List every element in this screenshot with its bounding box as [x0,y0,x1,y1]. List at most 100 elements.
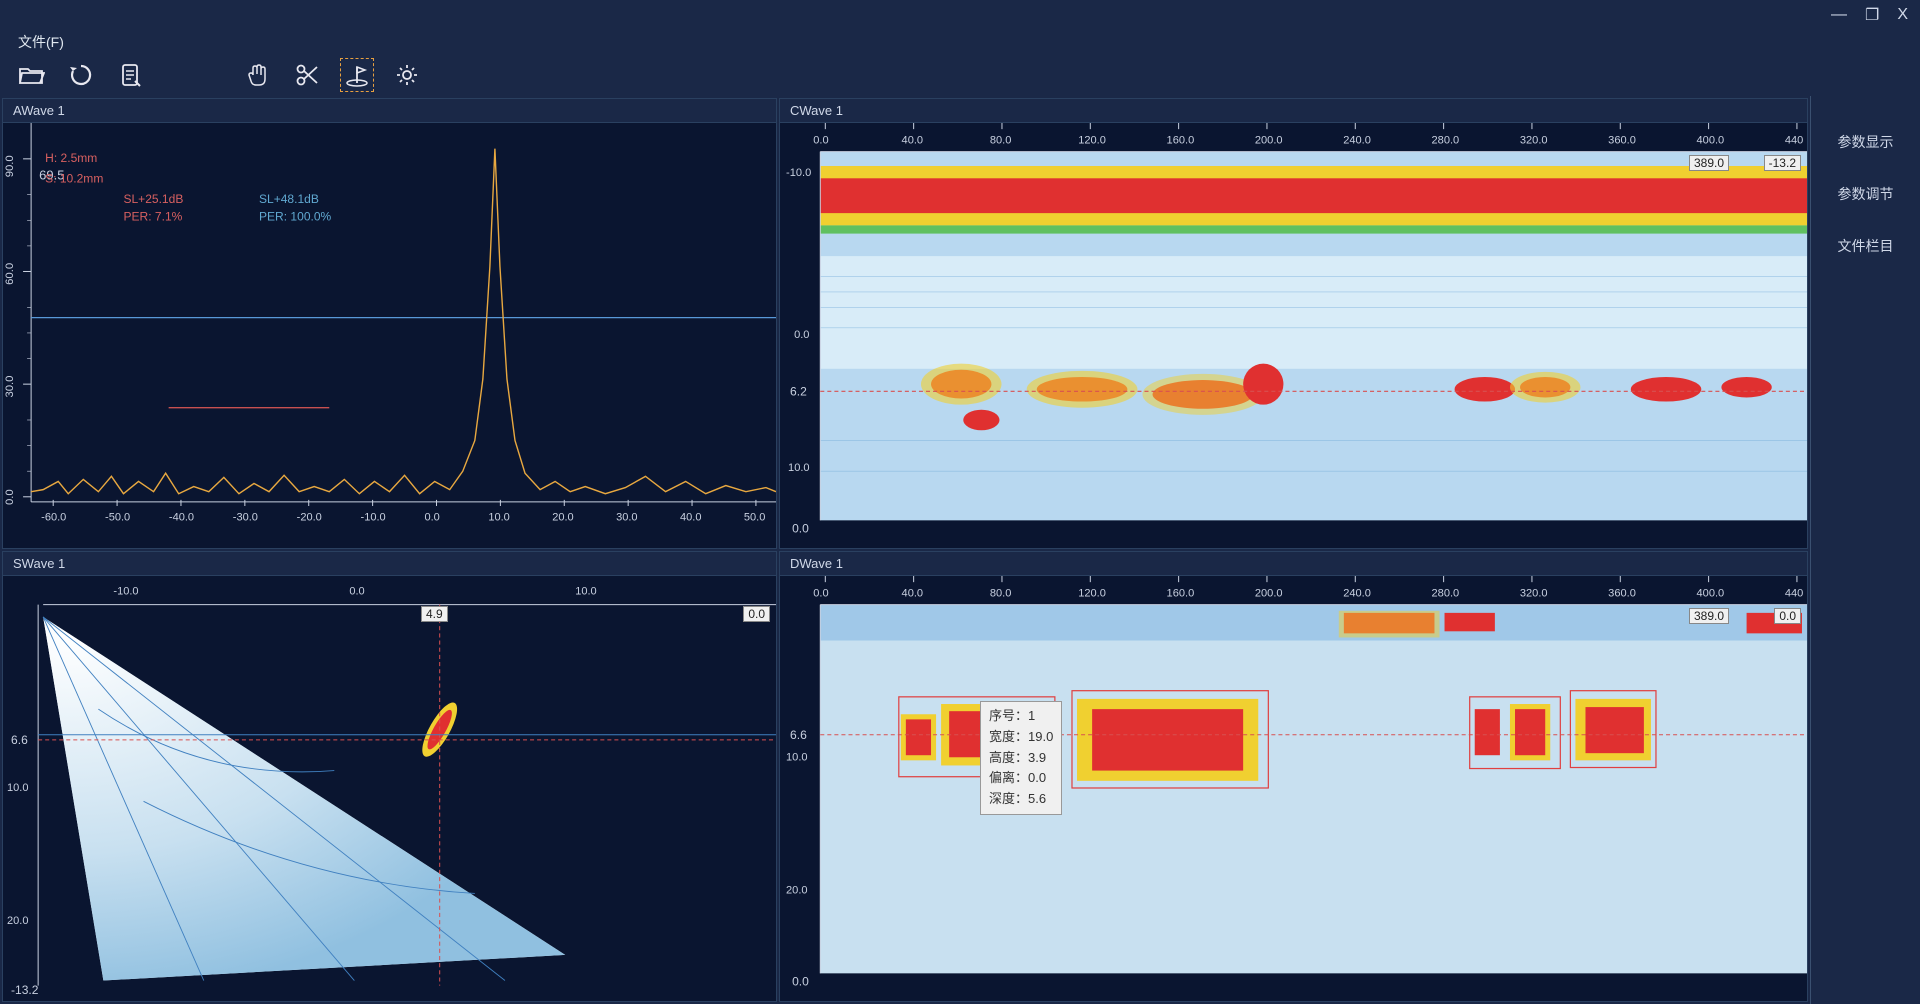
sidebar-item-param-adjust[interactable]: 参数调节 [1811,168,1920,220]
scissors-button[interactable] [290,58,324,92]
svg-text:160.0: 160.0 [1167,587,1195,599]
menubar: 文件(F) [0,30,1920,54]
awave-body[interactable]: 0.0 30.0 60.0 90.0 [3,123,776,548]
svg-text:-50.0: -50.0 [105,511,130,523]
svg-text:-10.0: -10.0 [786,167,811,179]
svg-text:-13.2: -13.2 [11,983,39,997]
svg-text:160.0: 160.0 [1167,134,1195,146]
svg-text:-20.0: -20.0 [297,511,322,523]
hand-button[interactable] [240,58,274,92]
dwave-title: DWave 1 [780,552,1807,576]
dwave-panel: DWave 1 [779,551,1808,1002]
svg-text:240.0: 240.0 [1343,587,1371,599]
swave-corner-badge: 0.0 [743,606,770,622]
svg-text:20.0: 20.0 [7,915,28,927]
svg-text:SL+25.1dB: SL+25.1dB [123,192,183,206]
svg-text:-60.0: -60.0 [41,511,66,523]
svg-text:320.0: 320.0 [1520,587,1548,599]
svg-text:120.0: 120.0 [1078,134,1106,146]
svg-text:400.0: 400.0 [1697,134,1725,146]
svg-text:90.0: 90.0 [4,155,16,177]
svg-text:240.0: 240.0 [1343,134,1371,146]
svg-text:10.0: 10.0 [786,751,808,763]
cwave-title: CWave 1 [780,99,1807,123]
swave-title: SWave 1 [3,552,776,576]
cwave-body[interactable]: 0.0 40.0 80.0 120.0 160.0 200.0 240.0 280.0 320.… [780,123,1807,548]
cwave-badge-val: -13.2 [1764,155,1801,171]
svg-text:80.0: 80.0 [990,587,1012,599]
svg-text:440: 440 [1785,587,1803,599]
refresh-button[interactable] [64,58,98,92]
svg-text:10.0: 10.0 [7,782,28,794]
svg-text:30.0: 30.0 [616,511,637,523]
marker-button[interactable] [340,58,374,92]
minimize-button[interactable]: — [1831,6,1847,24]
svg-text:-10.0: -10.0 [361,511,386,523]
svg-text:50.0: 50.0 [744,511,765,523]
svg-text:S: 10.2mm: S: 10.2mm [45,171,103,185]
close-button[interactable]: X [1897,6,1908,24]
svg-text:60.0: 60.0 [4,263,16,285]
svg-text:0.0: 0.0 [813,134,828,146]
sidebar-item-param-display[interactable]: 参数显示 [1811,116,1920,168]
awave-title: AWave 1 [3,99,776,123]
file-menu[interactable]: 文件(F) [18,32,64,52]
swave-panel: SWave 1 [2,551,777,1002]
panel-grid: AWave 1 0.0 30.0 60.0 90.0 [0,96,1810,1004]
svg-text:400.0: 400.0 [1697,587,1725,599]
svg-text:H: 2.5mm: H: 2.5mm [45,151,97,165]
svg-text:0.0: 0.0 [4,489,16,505]
svg-text:200.0: 200.0 [1255,134,1283,146]
dwave-body[interactable]: 0.0 40.0 80.0 120.0 160.0 200.0 240.0 280.0 320.… [780,576,1807,1001]
swave-body[interactable]: -10.0 0.0 10.0 10.0 20.0 6.6 -13.2 4.9 0… [3,576,776,1001]
svg-text:80.0: 80.0 [990,134,1012,146]
toolbar [0,54,1920,96]
svg-text:0.0: 0.0 [792,975,809,989]
svg-text:-10.0: -10.0 [113,585,138,597]
svg-text:40.0: 40.0 [902,587,924,599]
main-area: AWave 1 0.0 30.0 60.0 90.0 [0,96,1920,1004]
svg-text:10.0: 10.0 [788,462,810,474]
svg-text:20.0: 20.0 [552,511,573,523]
svg-text:40.0: 40.0 [902,134,924,146]
svg-text:10.0: 10.0 [488,511,509,523]
svg-text:6.6: 6.6 [11,733,28,747]
swave-xcursor-badge: 4.9 [421,606,448,622]
svg-text:0.0: 0.0 [794,329,809,341]
svg-text:6.6: 6.6 [790,728,807,742]
defect-tooltip: 序号：1 宽度：19.0 高度：3.9 偏离：0.0 深度：5.6 [980,701,1062,815]
svg-text:0.0: 0.0 [792,522,809,536]
svg-text:-30.0: -30.0 [233,511,258,523]
titlebar: — ❐ X [0,0,1920,30]
open-folder-button[interactable] [14,58,48,92]
svg-text:280.0: 280.0 [1432,134,1460,146]
sidebar-item-file-list[interactable]: 文件栏目 [1811,220,1920,272]
svg-text:320.0: 320.0 [1520,134,1548,146]
svg-text:PER: 7.1%: PER: 7.1% [123,209,182,223]
settings-button[interactable] [390,58,424,92]
svg-text:20.0: 20.0 [786,884,808,896]
cwave-badge-pos: 389.0 [1689,155,1729,171]
dwave-badge-pos: 389.0 [1689,608,1729,624]
svg-text:200.0: 200.0 [1255,587,1283,599]
cwave-panel: CWave 1 [779,98,1808,549]
svg-text:-40.0: -40.0 [169,511,194,523]
svg-text:360.0: 360.0 [1608,134,1636,146]
maximize-button[interactable]: ❐ [1865,5,1879,25]
svg-text:120.0: 120.0 [1078,587,1106,599]
svg-text:360.0: 360.0 [1608,587,1636,599]
svg-text:40.0: 40.0 [680,511,701,523]
svg-text:10.0: 10.0 [575,585,596,597]
right-sidebar: 参数显示 参数调节 文件栏目 [1810,96,1920,1004]
svg-text:PER: 100.0%: PER: 100.0% [259,209,331,223]
svg-text:30.0: 30.0 [4,376,16,398]
svg-text:SL+48.1dB: SL+48.1dB [259,192,319,206]
dwave-badge-val: 0.0 [1774,608,1801,624]
svg-text:0.0: 0.0 [424,511,439,523]
svg-text:280.0: 280.0 [1432,587,1460,599]
svg-text:440: 440 [1785,134,1803,146]
svg-text:0.0: 0.0 [813,587,828,599]
svg-text:0.0: 0.0 [349,585,364,597]
report-button[interactable] [114,58,148,92]
svg-text:6.2: 6.2 [790,384,807,398]
